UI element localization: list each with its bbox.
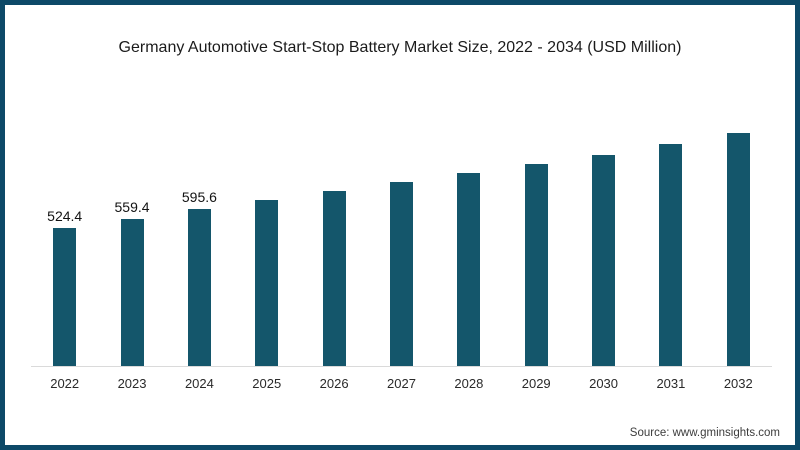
bar-column-2026 [300, 187, 367, 366]
bar-column-2030 [570, 151, 637, 366]
x-tick-label-2025: 2025 [252, 376, 282, 391]
x-tick-label-2032: 2032 [723, 376, 753, 391]
bar-2025 [255, 200, 279, 366]
x-tick-label-2023: 2023 [117, 376, 147, 391]
bar-2028 [457, 172, 481, 366]
bar-column-2023: 559.4 [98, 198, 165, 366]
source-credit: Source: www.gminsights.com [629, 427, 780, 439]
x-tick-label-2031: 2031 [656, 376, 686, 391]
x-axis-line [31, 366, 772, 367]
bar-value-label: 524.4 [47, 207, 83, 224]
bar-2027 [389, 181, 413, 366]
bar-2023 [120, 218, 144, 366]
x-tick-label-2024: 2024 [184, 376, 214, 391]
x-tick-label-2028: 2028 [454, 376, 484, 391]
x-tick-label-2026: 2026 [319, 376, 349, 391]
bar-2024 [187, 209, 211, 366]
bar-column-2028 [435, 169, 502, 366]
x-tick-label-2029: 2029 [521, 376, 551, 391]
bar-value-label: 595.6 [181, 189, 217, 206]
bar-column-2022: 524.4 [31, 207, 98, 366]
bar-2032 [726, 132, 750, 366]
x-tick-label-2022: 2022 [50, 376, 80, 391]
chart-title: Germany Automotive Start-Stop Battery Ma… [118, 39, 682, 56]
x-tick-label-2027: 2027 [387, 376, 416, 391]
bar-2026 [322, 191, 346, 366]
bar-value-label: 559.4 [114, 198, 150, 215]
bars-container: 524.4 559.4 595.6 [31, 129, 772, 366]
bar-column-2024: 595.6 [166, 190, 233, 366]
bar-column-2029 [503, 160, 570, 366]
bar-2031 [659, 143, 683, 366]
bar-2029 [524, 163, 548, 366]
bar-2030 [592, 154, 616, 366]
bar-2022 [53, 227, 77, 366]
bar-column-2031 [637, 140, 704, 366]
bar-column-2025 [233, 196, 300, 366]
bar-column-2027 [368, 178, 435, 366]
x-axis-labels: 2022 2023 2024 2025 2026 2027 2028 2029 2030 2031… [31, 376, 772, 391]
bar-column-2032 [705, 129, 772, 366]
x-tick-label-2030: 2030 [589, 376, 619, 391]
